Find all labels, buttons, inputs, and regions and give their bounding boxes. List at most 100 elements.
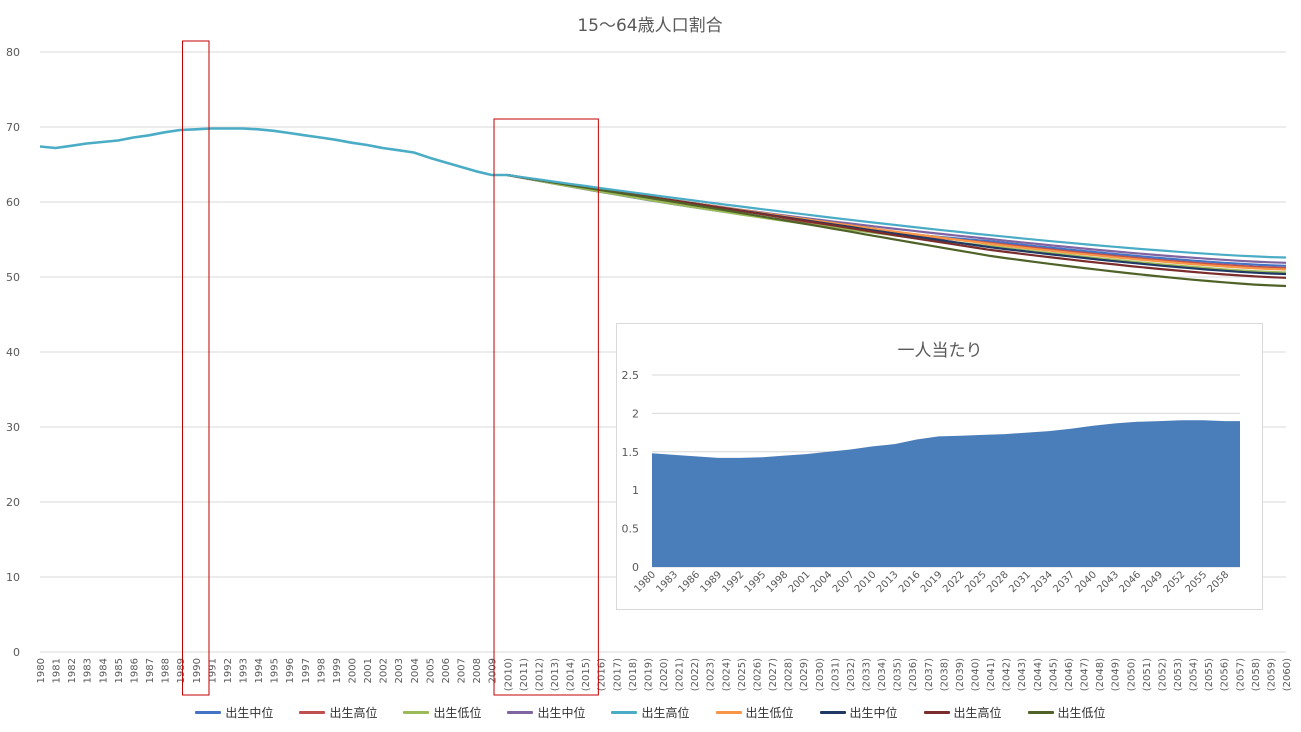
- main-x-tick-label: (2039): [955, 658, 966, 691]
- inset-x-tick-label: 1986: [676, 569, 702, 595]
- main-x-tick-label: (2021): [675, 658, 686, 691]
- main-x-tick-label: (2019): [643, 658, 654, 691]
- main-series-line: [507, 173, 1287, 270]
- inset-x-tick-label: 1989: [698, 569, 724, 595]
- legend-label: 出生低位: [1057, 705, 1106, 720]
- main-x-tick-label: 2008: [472, 658, 483, 683]
- inset-x-tick-label: 1983: [654, 569, 680, 595]
- main-x-tick-label: (2038): [939, 658, 950, 691]
- legend-label: 出生中位: [225, 705, 274, 720]
- inset-y-tick-label: 2: [632, 407, 639, 420]
- legend-item: 出生高位: [611, 704, 690, 721]
- legend-item: 出生低位: [715, 704, 794, 721]
- main-x-tick-label: 1984: [98, 658, 109, 683]
- legend-label: 出生中位: [537, 705, 586, 720]
- inset-x-tick-label: 2004: [809, 569, 835, 595]
- main-x-tick-label: (2035): [893, 658, 904, 691]
- main-x-tick-label: 1981: [52, 658, 63, 683]
- main-x-tick-label: (2023): [706, 658, 717, 691]
- inset-x-tick-label: 2013: [875, 569, 901, 595]
- main-x-tick-label: (2022): [690, 658, 701, 691]
- chart-legend: 出生中位 出生高位 出生低位 出生中位 出生高位 出生低位 出生中位 出生高位 出生低位: [0, 702, 1301, 722]
- main-x-tick-label: (2052): [1157, 658, 1168, 691]
- main-y-tick-label: 70: [6, 121, 20, 134]
- legend-swatch: [819, 710, 846, 714]
- main-x-tick-label: 1996: [285, 658, 296, 683]
- main-x-tick-label: 1997: [301, 658, 312, 683]
- main-x-tick-label: 1988: [161, 658, 172, 683]
- main-y-tick-label: 20: [6, 496, 20, 509]
- main-x-tick-label: (2056): [1220, 658, 1231, 691]
- inset-chart-title: 一人当たり: [898, 341, 983, 361]
- main-x-tick-label: 1986: [129, 658, 140, 683]
- main-x-tick-label: 2000: [348, 658, 359, 683]
- main-series-lines: [39, 127, 1287, 288]
- main-x-tick-label: (2054): [1189, 658, 1200, 691]
- main-x-tick-label: (2027): [768, 658, 779, 691]
- main-x-tick-label: (2045): [1048, 658, 1059, 691]
- main-x-tick-label: 2002: [379, 658, 390, 683]
- highlight-box: [493, 118, 599, 696]
- main-x-tick-label: (2031): [830, 658, 841, 691]
- inset-y-axis: 0 0.5 1 1.5 2 2.5: [622, 369, 640, 574]
- main-x-tick-label: (2015): [581, 658, 592, 691]
- main-x-tick-label: (2032): [846, 658, 857, 691]
- inset-x-tick-label: 2001: [787, 569, 813, 595]
- main-x-tick-label: (2060): [1282, 658, 1293, 691]
- legend-item: 出生中位: [819, 704, 898, 721]
- legend-swatch: [299, 710, 326, 714]
- main-x-tick-label: (2020): [659, 658, 670, 691]
- main-x-tick-label: (2025): [737, 658, 748, 691]
- legend-label: 出生高位: [953, 705, 1002, 720]
- inset-y-tick-label: 0: [632, 561, 639, 574]
- inset-x-tick-label: 1992: [721, 569, 747, 595]
- legend-item: 出生高位: [923, 704, 1002, 721]
- inset-x-tick-label: 2052: [1162, 569, 1188, 595]
- main-x-tick-label: (2013): [550, 658, 561, 691]
- main-x-tick-label: 1980: [36, 658, 47, 683]
- main-y-tick-label: 40: [6, 346, 20, 359]
- main-x-tick-label: (2036): [908, 658, 919, 691]
- legend-item: 出生中位: [195, 704, 273, 721]
- main-x-tick-label: 2004: [410, 658, 421, 683]
- inset-x-tick-label: 2031: [1007, 569, 1033, 595]
- main-x-tick-label: (2057): [1235, 658, 1246, 691]
- main-x-tick-label: (2014): [566, 658, 577, 691]
- main-x-tick-label: 1999: [332, 658, 343, 683]
- inset-x-tick-label: 1995: [743, 569, 769, 595]
- main-x-axis: 1980 1981 1982 1983 1984 1985 1986 1987 1988 1989…: [36, 658, 1293, 691]
- inset-y-tick-label: 0.5: [622, 523, 640, 536]
- main-x-tick-label: 2003: [394, 658, 405, 683]
- legend-swatch: [507, 710, 534, 714]
- main-x-tick-label: (2041): [986, 658, 997, 691]
- inset-x-tick-label: 2007: [831, 569, 857, 595]
- main-x-tick-label: (2012): [534, 658, 545, 691]
- main-x-tick-label: (2042): [1002, 658, 1013, 691]
- main-x-tick-label: (2044): [1033, 658, 1044, 691]
- inset-x-tick-label: 2025: [963, 569, 989, 595]
- inset-x-tick-label: 1998: [765, 569, 791, 595]
- main-x-tick-label: (2053): [1173, 658, 1184, 691]
- main-chart-title: 15～64歳人口割合: [577, 16, 722, 36]
- main-x-tick-label: (2049): [1111, 658, 1122, 691]
- legend-item: 出生低位: [1027, 704, 1106, 721]
- main-historical-line: [39, 127, 508, 177]
- main-y-tick-label: 60: [6, 196, 20, 209]
- main-y-tick-label: 0: [13, 646, 20, 659]
- highlight-boxes: [182, 40, 599, 696]
- main-x-tick-label: 1982: [67, 658, 78, 683]
- main-series-line: [507, 173, 1287, 288]
- main-x-tick-label: (2055): [1204, 658, 1215, 691]
- main-x-tick-label: 2005: [425, 658, 436, 683]
- main-y-axis: 0 10 20 30 40 50 60 70 80: [6, 46, 20, 659]
- inset-x-tick-label: 2028: [985, 569, 1011, 595]
- inset-x-tick-label: 2040: [1073, 569, 1099, 595]
- main-x-tick-label: (2048): [1095, 658, 1106, 691]
- main-x-tick-label: 2007: [457, 658, 468, 683]
- main-x-tick-label: (2059): [1266, 658, 1277, 691]
- main-x-tick-label: (2050): [1126, 658, 1137, 691]
- main-x-tick-label: (2017): [612, 658, 623, 691]
- main-x-tick-label: (2037): [924, 658, 935, 691]
- legend-item: 出生低位: [403, 704, 481, 721]
- inset-area-series: [652, 420, 1240, 567]
